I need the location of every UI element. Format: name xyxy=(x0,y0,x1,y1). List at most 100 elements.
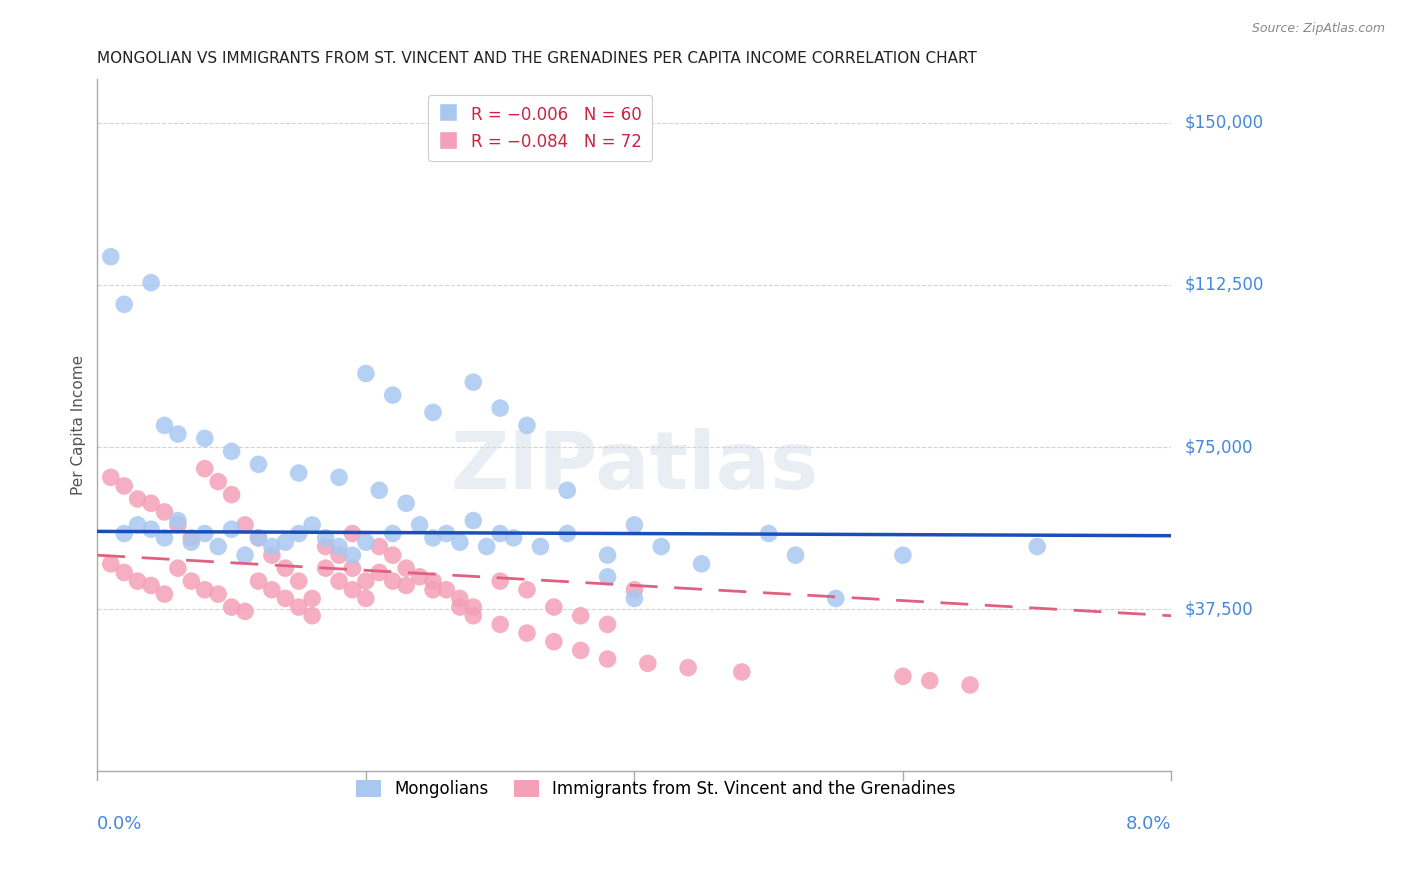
Point xyxy=(354,591,377,606)
Text: MONGOLIAN VS IMMIGRANTS FROM ST. VINCENT AND THE GRENADINES PER CAPITA INCOME CO: MONGOLIAN VS IMMIGRANTS FROM ST. VINCENT… xyxy=(97,51,977,66)
Point xyxy=(623,591,645,606)
Point xyxy=(758,526,780,541)
Point xyxy=(596,570,619,584)
Point xyxy=(301,517,323,532)
Point xyxy=(395,496,418,510)
Point xyxy=(596,652,619,666)
Point xyxy=(274,591,297,606)
Point xyxy=(368,483,391,498)
Point xyxy=(342,526,364,541)
Point xyxy=(342,561,364,575)
Point xyxy=(301,591,323,606)
Point xyxy=(1026,540,1049,554)
Point xyxy=(127,574,149,588)
Point xyxy=(247,531,270,545)
Point xyxy=(315,540,337,554)
Point xyxy=(233,517,256,532)
Point xyxy=(287,600,309,615)
Point xyxy=(891,548,914,562)
Point xyxy=(368,566,391,580)
Text: 8.0%: 8.0% xyxy=(1126,814,1171,833)
Point xyxy=(623,582,645,597)
Point xyxy=(637,657,659,671)
Point xyxy=(354,574,377,588)
Text: $150,000: $150,000 xyxy=(1185,113,1264,132)
Point xyxy=(555,483,578,498)
Point xyxy=(354,367,377,381)
Point xyxy=(194,461,217,475)
Point xyxy=(221,488,243,502)
Point xyxy=(167,561,190,575)
Point xyxy=(207,587,229,601)
Point xyxy=(463,514,485,528)
Point xyxy=(463,608,485,623)
Point xyxy=(449,535,471,549)
Point xyxy=(555,526,578,541)
Point xyxy=(180,535,202,549)
Point xyxy=(260,540,283,554)
Point xyxy=(139,578,162,592)
Point xyxy=(167,517,190,532)
Point xyxy=(247,531,270,545)
Point xyxy=(489,401,512,416)
Point xyxy=(422,574,444,588)
Point xyxy=(422,582,444,597)
Point xyxy=(449,600,471,615)
Point xyxy=(194,526,217,541)
Point xyxy=(463,375,485,389)
Point xyxy=(221,600,243,615)
Point xyxy=(381,388,404,402)
Point xyxy=(328,548,350,562)
Point xyxy=(315,561,337,575)
Point xyxy=(139,522,162,536)
Point xyxy=(287,574,309,588)
Point xyxy=(422,405,444,419)
Point xyxy=(502,531,524,545)
Point xyxy=(731,665,754,679)
Point xyxy=(100,470,122,484)
Point xyxy=(247,458,270,472)
Point xyxy=(463,600,485,615)
Point xyxy=(516,418,538,433)
Point xyxy=(207,540,229,554)
Point xyxy=(354,535,377,549)
Text: $112,500: $112,500 xyxy=(1185,276,1264,293)
Point xyxy=(328,540,350,554)
Point xyxy=(676,660,699,674)
Point xyxy=(100,250,122,264)
Point xyxy=(516,582,538,597)
Point xyxy=(785,548,807,562)
Point xyxy=(408,570,430,584)
Point xyxy=(690,557,713,571)
Point xyxy=(233,548,256,562)
Point xyxy=(221,444,243,458)
Point xyxy=(127,517,149,532)
Point xyxy=(529,540,551,554)
Point xyxy=(139,496,162,510)
Point xyxy=(287,466,309,480)
Point xyxy=(422,531,444,545)
Point xyxy=(436,582,458,597)
Point xyxy=(475,540,498,554)
Point xyxy=(233,604,256,618)
Point xyxy=(247,574,270,588)
Point xyxy=(167,427,190,442)
Point xyxy=(569,643,592,657)
Point xyxy=(167,514,190,528)
Point xyxy=(395,561,418,575)
Text: 0.0%: 0.0% xyxy=(97,814,143,833)
Point xyxy=(569,608,592,623)
Point xyxy=(207,475,229,489)
Point xyxy=(274,561,297,575)
Point xyxy=(221,522,243,536)
Legend: Mongolians, Immigrants from St. Vincent and the Grenadines: Mongolians, Immigrants from St. Vincent … xyxy=(350,773,962,805)
Point xyxy=(824,591,846,606)
Point xyxy=(127,491,149,506)
Point xyxy=(153,505,176,519)
Point xyxy=(543,600,565,615)
Point xyxy=(516,626,538,640)
Point xyxy=(260,548,283,562)
Point xyxy=(260,582,283,597)
Point xyxy=(381,526,404,541)
Point xyxy=(287,526,309,541)
